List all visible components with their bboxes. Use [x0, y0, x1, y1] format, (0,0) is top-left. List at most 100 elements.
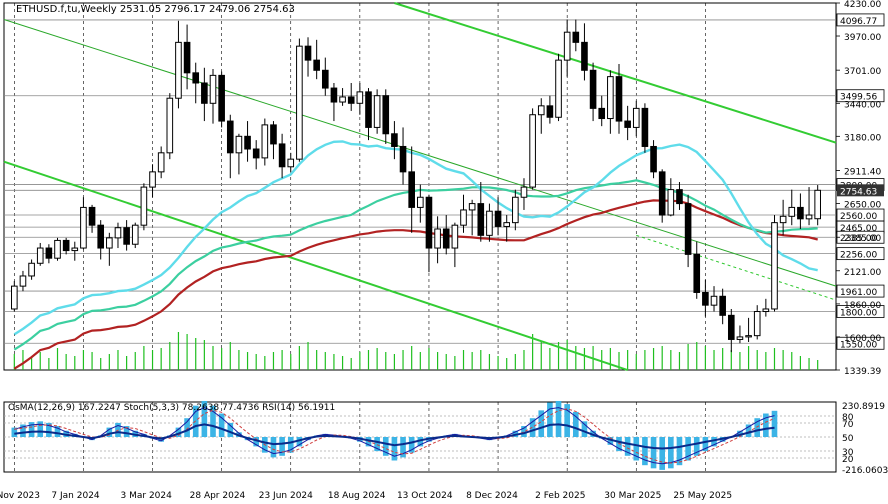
candle-body [175, 41, 182, 99]
price-axis-label: 2911.40 [844, 167, 881, 177]
osma-bar [624, 437, 631, 456]
price-level-label: 2560.00 [840, 212, 877, 222]
candle-body [589, 69, 597, 109]
candle-body [710, 295, 718, 306]
candle-body [201, 82, 208, 104]
osma-bar [685, 437, 691, 461]
candle-body [486, 210, 493, 236]
osma-bar [287, 437, 294, 453]
candle-body [278, 143, 286, 168]
candle-body [97, 224, 105, 249]
candle-body [36, 247, 44, 264]
candle-body [442, 228, 450, 249]
osma-bar [659, 437, 665, 470]
candle-body [123, 227, 130, 245]
price-level-box [837, 184, 884, 197]
candle-body [684, 203, 692, 255]
candle-body [157, 152, 165, 173]
oscillator-axis-label: 50 [842, 434, 854, 444]
price-level-label: 3499.56 [840, 93, 877, 103]
candle-body [209, 74, 217, 104]
osma-bar [210, 405, 216, 437]
osma-bar [763, 413, 769, 437]
osma-bar [408, 437, 415, 453]
price-level-box [836, 247, 885, 261]
osma-bar [633, 437, 640, 461]
candle-body [667, 189, 675, 216]
candle-body [771, 222, 778, 310]
candle-body [779, 215, 787, 224]
price-level-label: 1550.00 [840, 340, 877, 350]
candle-body [693, 253, 701, 293]
candle-body [788, 206, 796, 217]
candle-body [753, 311, 761, 337]
candle-body [805, 214, 813, 220]
candle-body [736, 336, 744, 340]
price-level-box [836, 284, 885, 298]
osma-bar [270, 437, 277, 458]
moving-average-50 [13, 140, 818, 336]
moving-average-200 [13, 199, 818, 370]
candle-body [304, 45, 312, 61]
osma-bar [20, 424, 26, 437]
candle-body [702, 291, 709, 306]
candle-body [632, 107, 640, 128]
candle-body [261, 124, 269, 159]
osma-bar [702, 437, 709, 452]
candle-body [745, 335, 752, 338]
trend-line-upper-thin [3, 19, 837, 287]
osma-bar [253, 437, 259, 447]
candle-body [650, 145, 657, 173]
candle-body [797, 206, 804, 220]
candle-body [451, 224, 459, 249]
oscillator-axis-label: -216.0603 [842, 466, 888, 476]
candle-body [512, 196, 519, 224]
candle-body [503, 222, 511, 227]
main-price-pane[interactable] [3, 2, 837, 371]
time-axis-label: 28 Apr 2024 [190, 491, 246, 501]
price-level-label: 2465.00 [840, 224, 877, 234]
time-axis-label: 8 Dec 2024 [466, 491, 518, 501]
price-axis-label: 3440.00 [844, 100, 881, 110]
osma-bar [400, 437, 406, 458]
rsi-line [14, 423, 775, 450]
candle-body [313, 59, 320, 71]
osma-bar [227, 422, 234, 437]
osma-bar [754, 418, 761, 437]
candle-body [252, 148, 260, 159]
oscillator-pane[interactable] [3, 400, 837, 473]
price-level-box [836, 13, 885, 27]
candle-body [425, 196, 433, 249]
osma-bar [123, 426, 130, 437]
candle-body [192, 72, 200, 84]
candle-body [546, 105, 554, 118]
stoch-signal-line [14, 408, 775, 464]
osma-bar [650, 437, 657, 469]
candle-body [287, 158, 295, 168]
osma-bar [11, 427, 18, 437]
oscillator-axis-label: 80 [842, 413, 854, 423]
price-level-box [836, 305, 885, 318]
candle-body [607, 76, 614, 120]
candle-body [270, 124, 277, 145]
osma-bar [391, 437, 398, 461]
candle-body [166, 97, 174, 154]
time-axis: 12 Nov 2023 7 Jan 2024 3 Mar 2024 28 Apr 20… [0, 491, 732, 501]
osma-bar [538, 410, 545, 437]
price-axis-label: 1600.00 [844, 334, 881, 344]
osma-bar [573, 411, 579, 437]
time-axis-label: 3 Mar 2024 [121, 491, 173, 501]
candle-body [45, 247, 53, 259]
candle-body [555, 59, 562, 118]
osma-bar [642, 437, 648, 466]
candle-body [80, 206, 87, 249]
candle-body [572, 31, 580, 43]
price-axis-label: 3970.00 [844, 33, 881, 43]
candle-body [356, 91, 364, 104]
osma-bar [417, 437, 424, 447]
time-axis-label: 18 Aug 2024 [328, 491, 386, 501]
candle-body [244, 135, 251, 150]
osma-bar [564, 404, 570, 437]
candle-body [88, 206, 96, 226]
candle-body [434, 228, 441, 249]
